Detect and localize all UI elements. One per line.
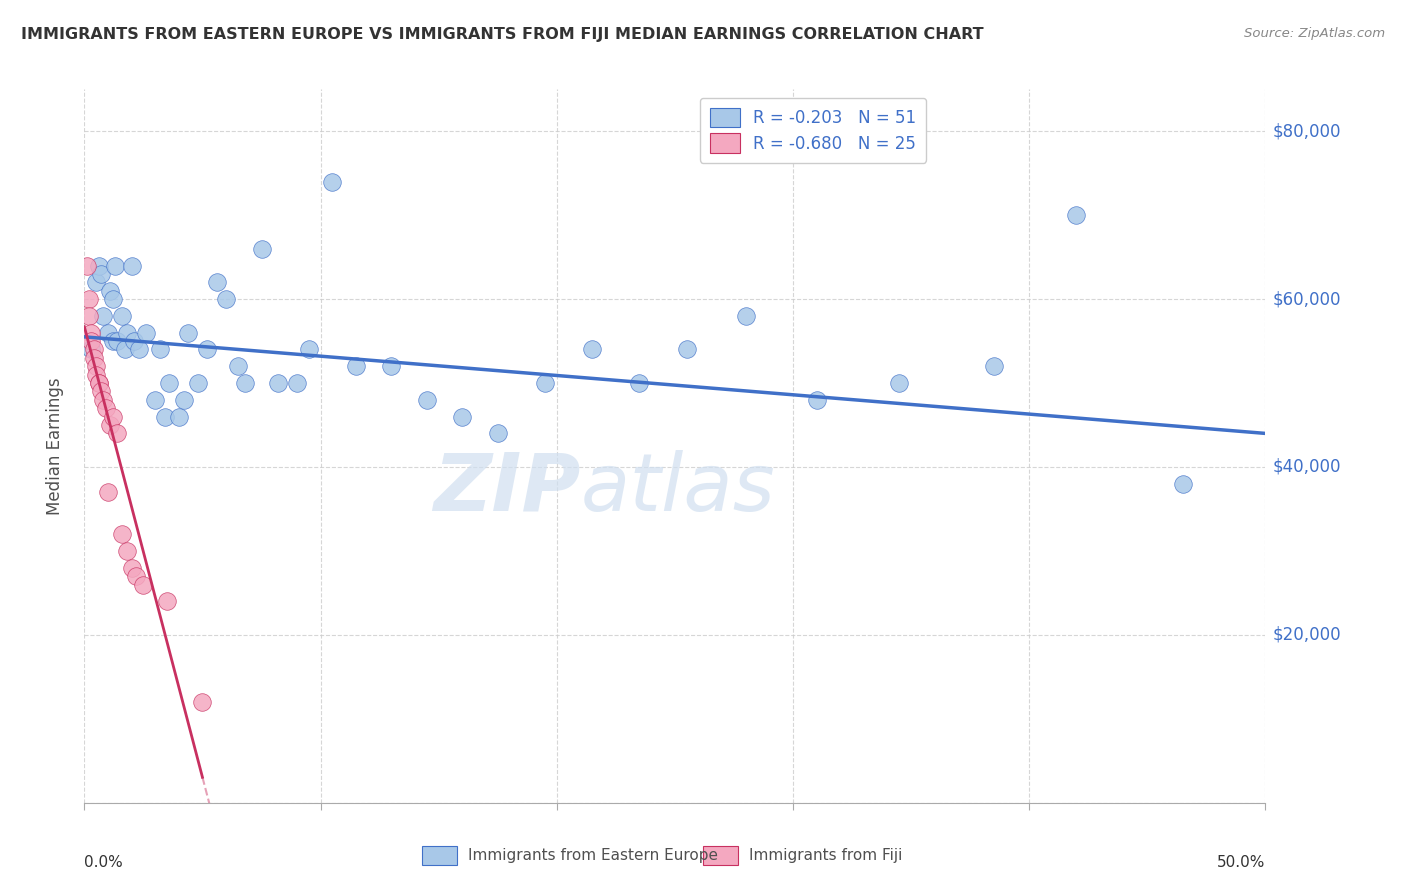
Text: Immigrants from Eastern Europe: Immigrants from Eastern Europe: [468, 848, 718, 863]
Point: [104, 259, 127, 273]
Text: 50.0%: 50.0%: [1218, 855, 1265, 870]
Point: [173, 392, 195, 407]
Point: [107, 334, 129, 348]
Point: [215, 292, 238, 306]
Point: [125, 569, 148, 583]
Point: [114, 343, 136, 357]
Point: [143, 392, 166, 407]
Point: [380, 359, 402, 374]
Point: [983, 359, 1005, 374]
Point: [195, 343, 218, 357]
Point: [205, 275, 228, 289]
Point: [285, 376, 308, 390]
Point: [87, 376, 110, 390]
Y-axis label: Median Earnings: Median Earnings: [45, 377, 63, 515]
Point: [111, 527, 134, 541]
Text: Immigrants from Fiji: Immigrants from Fiji: [749, 848, 903, 863]
Text: Source: ZipAtlas.com: Source: ZipAtlas.com: [1244, 27, 1385, 40]
Point: [77, 292, 100, 306]
Point: [101, 409, 124, 424]
Point: [128, 343, 150, 357]
Legend: R = -0.203   N = 51, R = -0.680   N = 25: R = -0.203 N = 51, R = -0.680 N = 25: [700, 97, 927, 162]
Point: [135, 326, 157, 340]
Point: [80, 334, 103, 348]
Point: [84, 275, 107, 289]
Point: [156, 594, 179, 608]
Point: [149, 343, 172, 357]
Point: [167, 409, 190, 424]
Point: [233, 376, 256, 390]
Point: [98, 284, 121, 298]
Point: [87, 376, 110, 390]
Point: [115, 326, 138, 340]
Point: [321, 175, 343, 189]
Point: [84, 368, 107, 382]
Text: atlas: atlas: [581, 450, 775, 528]
Text: $20,000: $20,000: [1272, 626, 1341, 644]
Point: [121, 560, 143, 574]
Point: [1066, 208, 1088, 222]
Point: [153, 409, 176, 424]
Point: [191, 695, 214, 709]
Point: [94, 401, 117, 416]
Point: [267, 376, 290, 390]
Point: [122, 334, 145, 348]
Point: [115, 544, 138, 558]
Point: [83, 351, 105, 365]
Point: [675, 343, 697, 357]
Point: [628, 376, 651, 390]
Point: [226, 359, 249, 374]
Point: [87, 259, 110, 273]
Point: [298, 343, 321, 357]
Point: [806, 392, 828, 407]
Text: IMMIGRANTS FROM EASTERN EUROPE VS IMMIGRANTS FROM FIJI MEDIAN EARNINGS CORRELATI: IMMIGRANTS FROM EASTERN EUROPE VS IMMIGR…: [21, 27, 984, 42]
Text: $80,000: $80,000: [1272, 122, 1341, 140]
Point: [90, 267, 112, 281]
Point: [250, 242, 273, 256]
Point: [451, 409, 474, 424]
Text: 0.0%: 0.0%: [84, 855, 124, 870]
Point: [534, 376, 557, 390]
Point: [90, 384, 112, 399]
Text: $40,000: $40,000: [1272, 458, 1341, 476]
Point: [344, 359, 367, 374]
Point: [111, 309, 134, 323]
Point: [177, 326, 200, 340]
Point: [157, 376, 180, 390]
Point: [889, 376, 911, 390]
Point: [91, 392, 114, 407]
Point: [91, 309, 114, 323]
Point: [581, 343, 603, 357]
Point: [84, 359, 107, 374]
Point: [101, 334, 124, 348]
Point: [107, 426, 129, 441]
Point: [734, 309, 756, 323]
Text: ZIP: ZIP: [433, 450, 581, 528]
Point: [97, 485, 120, 500]
Point: [80, 343, 103, 357]
Point: [80, 326, 103, 340]
Point: [416, 392, 439, 407]
Point: [132, 577, 155, 591]
Point: [101, 292, 124, 306]
Point: [98, 417, 121, 432]
Point: [83, 343, 105, 357]
Point: [121, 259, 143, 273]
Point: [486, 426, 509, 441]
Point: [77, 309, 100, 323]
Point: [76, 259, 98, 273]
Point: [187, 376, 209, 390]
Point: [97, 326, 120, 340]
Point: [1171, 476, 1194, 491]
Text: $60,000: $60,000: [1272, 290, 1341, 308]
